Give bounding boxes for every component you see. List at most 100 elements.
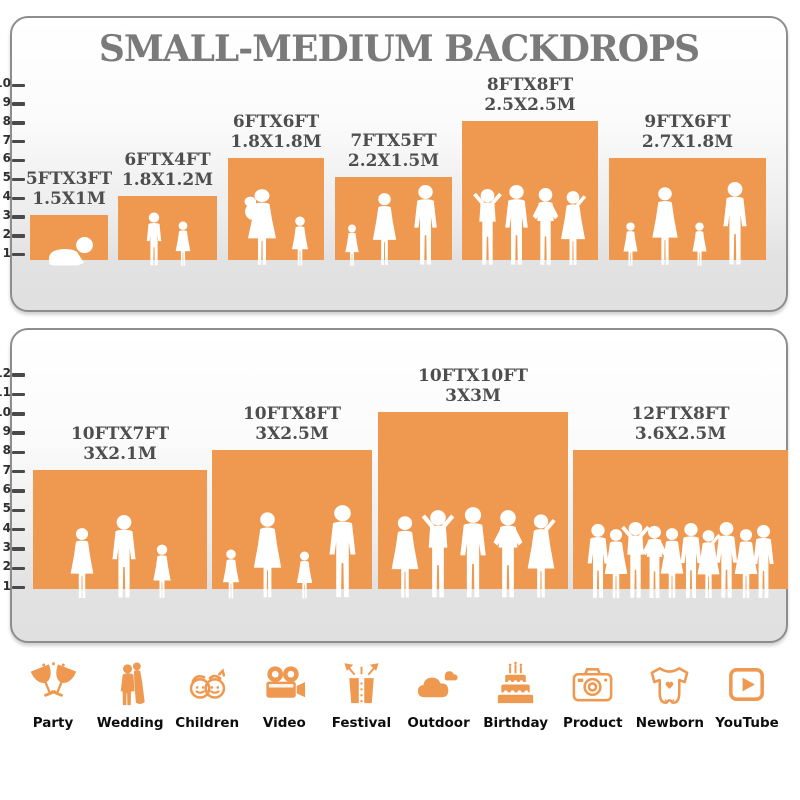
backdrop-size-ft-label: 9FTX6FT [644,112,731,133]
axis-tick-mark [11,450,25,455]
axis-tick-label: 9 [2,94,11,109]
category-label: Festival [331,715,392,731]
page-title: SMALL-MEDIUM BACKDROPS [98,28,700,70]
person-silhouette [244,189,276,265]
backdrop-size-m-label: 1.5X1M [32,188,106,209]
backdrop-size-m-label: 3X2.1M [83,443,157,464]
category-label: Product [562,715,623,731]
person-silhouette [532,187,559,265]
person-silhouette [587,523,609,598]
category-label: Party [32,715,74,731]
category-product: Product [556,658,630,731]
axis-tick-label: 2 [2,559,11,574]
axis-tick-label: 10 [0,404,11,419]
category-label: Birthday [483,715,549,731]
axis-tick-mark [11,140,25,144]
category-birthday: Birthday [479,658,553,731]
person-silhouette [254,512,282,598]
axis-tick-mark [11,431,25,435]
person-silhouette [175,221,191,266]
backdrop-size-ft-label: 8FTX8FT [486,74,574,95]
category-label: Outdoor [407,715,470,731]
axis-tick-label: 6 [2,151,11,166]
person-silhouette [604,529,628,599]
backdrop-size-m-label: 1.8X1.8M [230,132,322,153]
person-silhouette [296,551,312,599]
person-silhouette [291,216,308,266]
category-party: Party [16,658,90,731]
person-silhouette [660,528,684,599]
axis-tick-label: 3 [2,207,11,222]
person-silhouette [623,222,638,266]
backdrop-size-ft-label: 6FTX6FT [232,112,320,133]
axis-tick-mark [11,566,25,571]
category-children: Children [170,658,244,731]
axis-tick-label: 1 [2,578,11,593]
outdoor-icon [414,658,464,710]
backdrop-size-label: 12FTX8FT 3.6X2.5M [571,404,791,444]
person-silhouette [620,521,650,598]
person-silhouette [527,514,556,598]
axis-tick-mark [11,470,25,474]
backdrop-size-m-label: 3X2.5M [255,424,329,445]
backdrop-size-label: 10FTX10FT 3X3M [363,366,583,406]
person-silhouette [70,528,94,599]
person-silhouette [153,544,171,599]
backdrop-size-ft-label: 5FTX3FT [25,168,113,189]
person-silhouette [414,185,437,265]
axis-tick-mark [11,177,25,182]
axis-tick-label: 2 [2,226,11,241]
category-video: Video [247,658,321,731]
axis-tick-mark [11,196,25,200]
axis-tick-label: 9 [2,423,11,438]
axis-tick-mark [11,586,25,590]
backdrop-size-ft-label: 10FTX10FT [418,365,528,386]
backdrop-size-ft-label: 6FTX4FT [124,150,211,170]
person-silhouette [372,193,396,265]
person-silhouette [473,188,502,265]
person-silhouette [48,236,93,266]
category-label: Newborn [635,715,704,731]
person-silhouette [680,522,702,598]
backdrop-size-m-label: 3.6X2.5M [634,424,727,445]
children-icon [182,658,232,710]
backdrop-bar [228,158,324,260]
person-silhouette [642,525,667,598]
category-outdoor: Outdoor [402,658,476,731]
axis-tick-label: 11 [0,385,11,400]
person-silhouette [493,510,523,598]
person-silhouette [753,524,774,598]
backdrop-size-label: 9FTX6FT 2.7X1.8M [578,112,798,152]
backdrop-size-label: 6FTX4FT 1.8X1.2M [58,150,278,190]
axis-tick-label: 5 [2,170,11,185]
backdrop-size-label: 7FTX5FT 2.2X1.5M [284,131,504,171]
axis-tick-label: 5 [2,501,11,516]
wedding-icon [105,658,155,710]
person-silhouette [329,505,356,598]
axis-tick-mark [11,102,25,106]
axis-tick-label: 7 [2,132,11,147]
axis-tick-mark [11,215,25,219]
person-silhouette [112,515,136,598]
backdrop-size-m-label: 1.8X1.2M [121,170,214,190]
backdrop-size-m-label: 2.7X1.8M [641,132,734,153]
axis-tick-label: 12 [0,365,11,380]
person-silhouette [692,222,707,266]
category-newborn: Newborn [633,658,707,731]
backdrop-size-ft-label: 12FTX8FT [631,404,730,425]
axis-tick-label: 8 [2,113,11,128]
video-icon [259,658,309,710]
axis-tick-mark [11,83,25,87]
category-festival: Festival [324,658,398,731]
axis-tick-mark [11,412,25,416]
youtube-icon [722,658,772,710]
axis-tick-mark [11,373,25,377]
backdrop-size-m-label: 2.2X1.5M [347,151,440,172]
axis-tick-label: 6 [2,481,11,496]
axis-tick-label: 7 [2,462,11,477]
category-youtube: YouTube [710,658,784,731]
category-label: Video [262,715,306,731]
product-icon [568,658,618,710]
birthday-icon [491,658,541,710]
